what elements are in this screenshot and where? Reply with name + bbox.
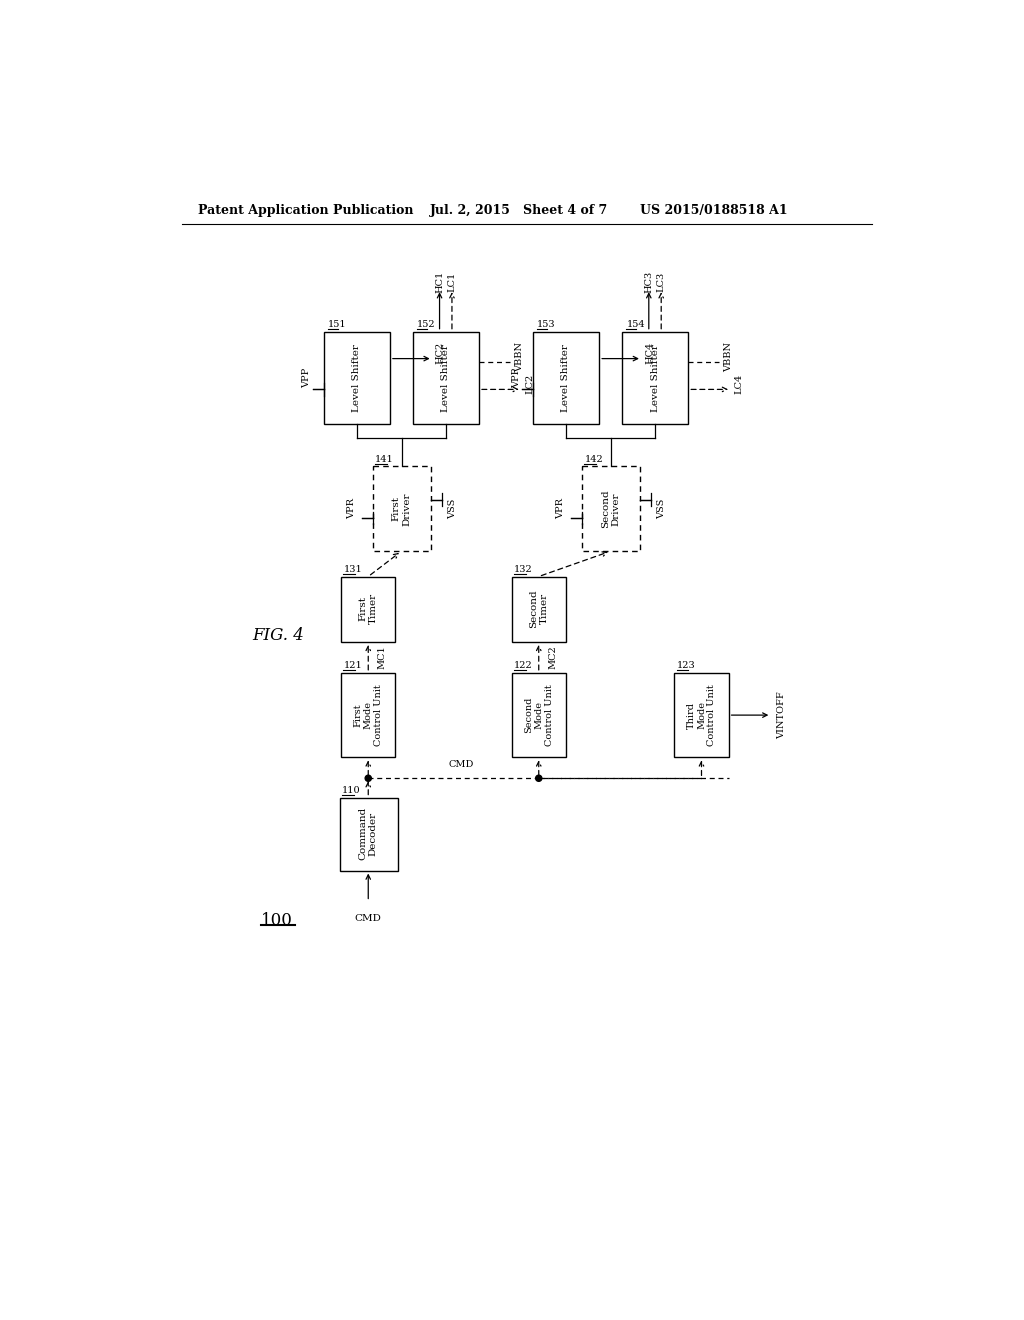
Text: 141: 141	[375, 455, 394, 465]
Text: Level Shifter: Level Shifter	[561, 345, 570, 412]
Text: VINTOFF: VINTOFF	[777, 692, 785, 739]
Text: 142: 142	[585, 455, 603, 465]
Text: 152: 152	[417, 321, 435, 330]
Text: Level Shifter: Level Shifter	[352, 345, 361, 412]
Text: Third
Mode
Control Unit: Third Mode Control Unit	[687, 684, 717, 746]
Text: HC4: HC4	[645, 342, 654, 364]
Text: CMD: CMD	[449, 760, 474, 768]
Text: CMD: CMD	[354, 913, 382, 923]
Text: VPP: VPP	[512, 368, 521, 388]
Text: 122: 122	[514, 661, 532, 671]
Text: 153: 153	[538, 321, 556, 330]
Circle shape	[536, 775, 542, 781]
Text: 121: 121	[343, 661, 362, 671]
Text: First
Driver: First Driver	[392, 492, 412, 525]
Text: 131: 131	[343, 565, 362, 574]
Bar	[341, 577, 395, 642]
Bar	[675, 673, 729, 758]
Text: 123: 123	[677, 661, 695, 671]
Bar	[341, 673, 395, 758]
Text: 154: 154	[627, 321, 645, 330]
Bar	[623, 331, 688, 424]
Bar	[512, 577, 566, 642]
Bar	[583, 466, 640, 552]
Bar	[340, 797, 397, 871]
Text: LC3: LC3	[656, 272, 666, 293]
Text: Level Shifter: Level Shifter	[650, 345, 659, 412]
Bar	[414, 331, 479, 424]
Text: VSS: VSS	[657, 499, 667, 519]
Text: Sheet 4 of 7: Sheet 4 of 7	[523, 205, 607, 218]
Text: Level Shifter: Level Shifter	[441, 345, 451, 412]
Text: Patent Application Publication: Patent Application Publication	[198, 205, 414, 218]
Text: VSS: VSS	[449, 499, 458, 519]
Text: Second
Driver: Second Driver	[601, 490, 621, 528]
Text: 100: 100	[261, 912, 293, 929]
Text: HC2: HC2	[436, 342, 444, 364]
Text: VBBN: VBBN	[724, 342, 733, 372]
Text: 110: 110	[342, 787, 360, 795]
Text: LC4: LC4	[734, 374, 743, 395]
Text: 151: 151	[328, 321, 346, 330]
Text: VPR: VPR	[347, 498, 355, 519]
Text: Second
Mode
Control Unit: Second Mode Control Unit	[524, 684, 554, 746]
Text: US 2015/0188518 A1: US 2015/0188518 A1	[640, 205, 787, 218]
Text: MC1: MC1	[378, 645, 387, 669]
Text: Command
Decoder: Command Decoder	[358, 807, 378, 861]
Text: First
Timer: First Timer	[358, 593, 378, 624]
Text: HC3: HC3	[644, 271, 653, 293]
Text: VPR: VPR	[556, 498, 565, 519]
Text: Second
Timer: Second Timer	[529, 590, 549, 628]
Text: VBBN: VBBN	[515, 342, 524, 372]
Bar	[534, 331, 599, 424]
Text: HC1: HC1	[435, 271, 444, 293]
Bar	[512, 673, 566, 758]
Text: LC1: LC1	[447, 272, 457, 293]
Text: MC2: MC2	[548, 645, 557, 669]
Text: 132: 132	[514, 565, 532, 574]
Text: LC2: LC2	[525, 374, 534, 395]
Bar	[373, 466, 431, 552]
Text: First
Mode
Control Unit: First Mode Control Unit	[353, 684, 383, 746]
Text: FIG. 4: FIG. 4	[252, 627, 304, 644]
Bar	[324, 331, 390, 424]
Text: Jul. 2, 2015: Jul. 2, 2015	[430, 205, 511, 218]
Circle shape	[366, 775, 372, 781]
Text: VPP: VPP	[302, 368, 311, 388]
